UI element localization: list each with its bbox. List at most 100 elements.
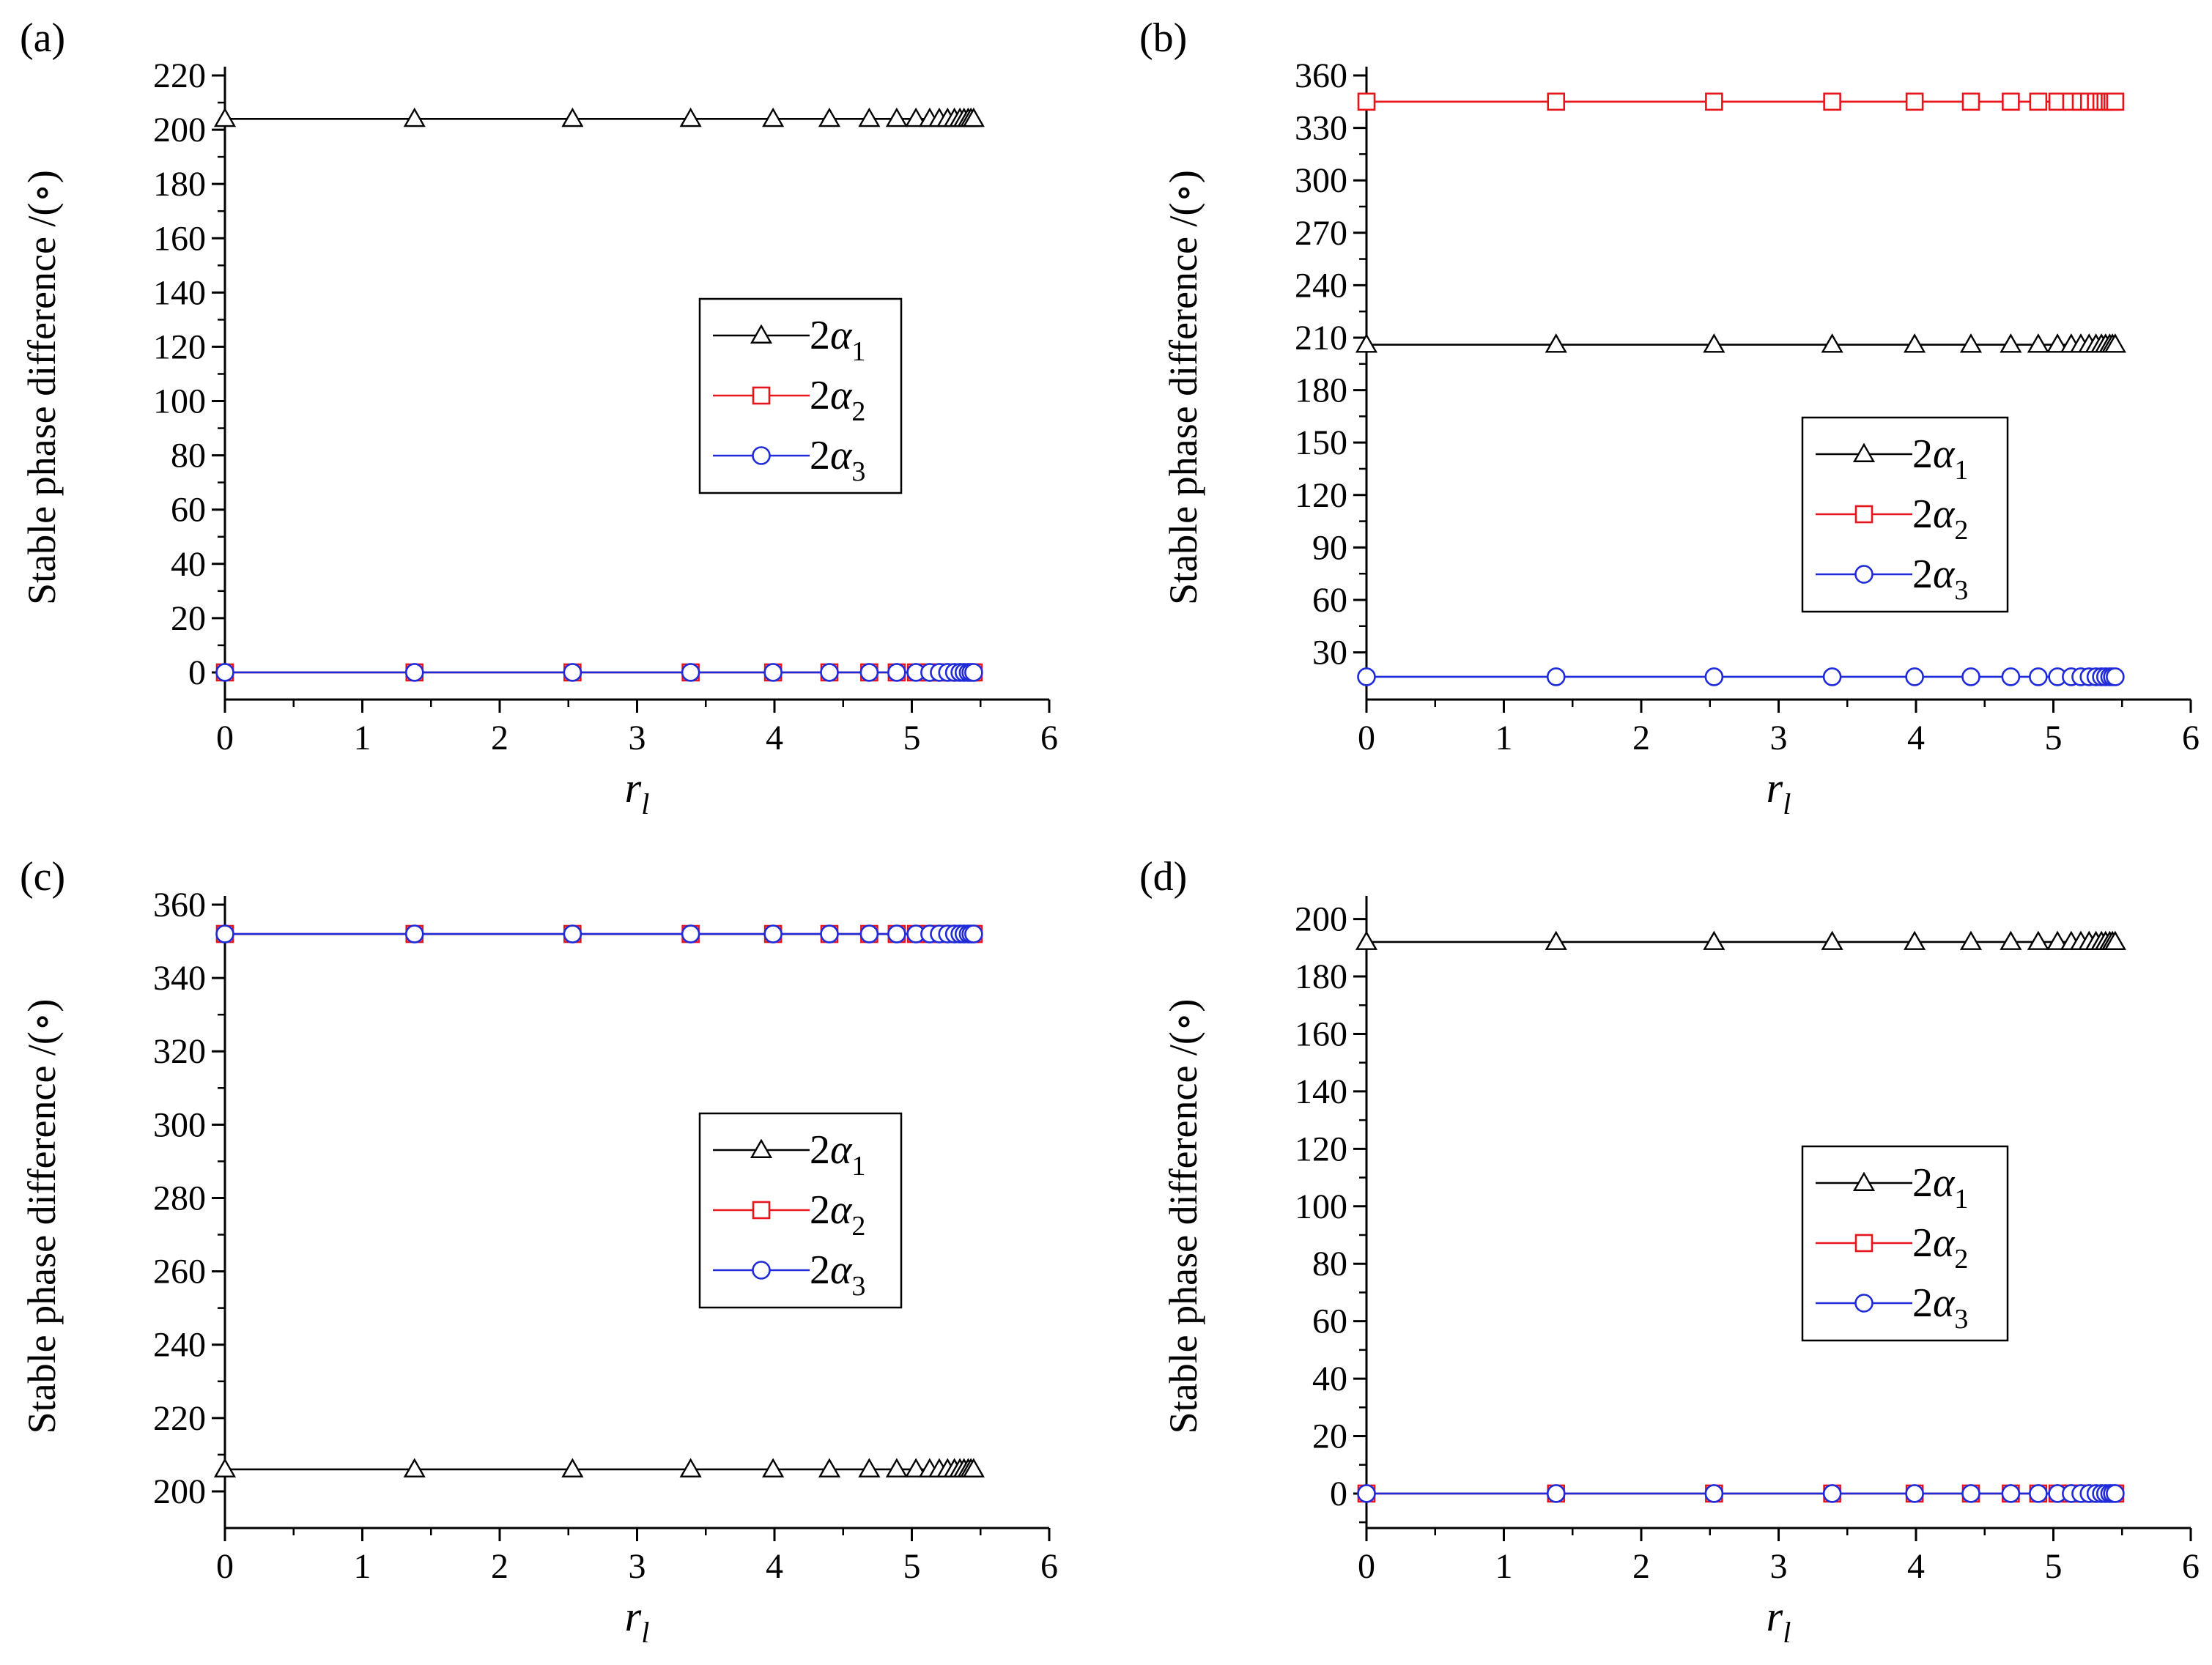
y-tick-label: 0	[188, 653, 206, 692]
series-3-point	[215, 663, 234, 682]
y-tick-label: 300	[153, 1105, 206, 1144]
legend-entry-greek: α	[1933, 1280, 1956, 1326]
series-1-point	[1703, 333, 1725, 353]
legend-swatch-marker	[752, 1201, 771, 1220]
series-1-point	[2000, 333, 2022, 353]
y-tick-label: 120	[1295, 1130, 1347, 1168]
panel-label: (c)	[20, 854, 65, 900]
series-1-point	[818, 107, 841, 127]
series-1-point	[1355, 930, 1378, 950]
y-tick-label: 200	[1295, 900, 1347, 939]
series-1-point	[762, 1458, 785, 1477]
y-axis-title: Stable phase difference /(∘)	[20, 170, 64, 605]
series-1-point	[679, 107, 702, 127]
panel-label: (a)	[20, 15, 65, 61]
series-1-point	[858, 1458, 881, 1477]
series-1-point	[885, 107, 908, 127]
y-tick-label: 260	[153, 1253, 206, 1291]
x-tick-label: 6	[2182, 719, 2200, 757]
x-tick-label: 5	[903, 719, 921, 757]
y-tick-label: 180	[153, 165, 206, 204]
x-tick-label: 0	[216, 1547, 234, 1586]
legend-entry-greek: α	[1933, 552, 1956, 597]
panel-label: (b)	[1139, 15, 1187, 61]
legend-entry-greek: α	[830, 433, 853, 478]
series-3-point	[859, 924, 879, 943]
legend-entry-greek: α	[830, 373, 853, 418]
series-2-point	[1823, 92, 1841, 111]
series-1-point	[2027, 333, 2049, 353]
series-2-point	[2029, 92, 2048, 111]
legend-swatch-marker	[1852, 442, 1876, 462]
x-tick-label: 2	[491, 719, 508, 757]
y-tick-label: 360	[1295, 56, 1347, 95]
series-3-point	[820, 924, 839, 943]
series-3-point	[964, 663, 983, 682]
legend-entry-greek: α	[830, 1247, 853, 1293]
legend-entry-subscript: 3	[851, 1271, 865, 1302]
series-1-point	[885, 1458, 908, 1477]
x-tick-label: 3	[629, 719, 646, 757]
x-tick-label: 0	[1358, 719, 1375, 757]
y-tick-label: 320	[153, 1032, 206, 1071]
x-tick-label: 5	[2045, 1547, 2063, 1586]
x-axis-title-subscript: l	[641, 1616, 649, 1649]
y-tick-label: 360	[153, 886, 206, 924]
legend-entry-subscript: 3	[1954, 1304, 1968, 1335]
y-tick-label: 200	[153, 111, 206, 149]
legend-entry-subscript: 3	[1954, 575, 1968, 606]
series-3-point	[1822, 667, 1842, 686]
y-tick-label: 60	[1312, 581, 1347, 620]
series-2-point	[1961, 92, 1980, 111]
series-3-point	[215, 924, 234, 943]
series-3-point	[1961, 667, 1980, 686]
legend-entry-greek: α	[1933, 492, 1956, 537]
series-3-point	[2106, 1484, 2125, 1503]
x-axis-title-subscript: l	[1783, 1616, 1791, 1649]
legend-entry-subscript: 2	[1954, 1244, 1968, 1275]
legend-entry-subscript: 2	[851, 1211, 865, 1242]
legend-entry-subscript: 1	[1954, 1184, 1968, 1215]
legend-entry-subscript: 3	[851, 456, 865, 487]
series-3-point	[964, 924, 983, 943]
series-3-point	[681, 663, 700, 682]
series-3-point	[1546, 667, 1566, 686]
legend-swatch-marker	[752, 386, 771, 405]
series-1-point	[2104, 333, 2126, 353]
series-1-point	[1821, 930, 1843, 950]
legend-entry-greek: α	[830, 1127, 853, 1173]
y-tick-label: 330	[1295, 109, 1347, 148]
x-tick-label: 3	[1770, 1547, 1788, 1586]
series-1-point	[858, 107, 881, 127]
y-tick-label: 60	[171, 491, 206, 530]
series-1-point	[818, 1458, 841, 1477]
series-1-point	[962, 1458, 985, 1477]
y-tick-label: 300	[1295, 161, 1347, 200]
y-tick-label: 40	[1312, 1360, 1347, 1398]
legend-swatch-marker	[1854, 1294, 1873, 1313]
series-3-point	[404, 663, 424, 682]
x-tick-label: 4	[766, 1547, 783, 1586]
series-2-point	[1705, 92, 1723, 111]
legend-swatch-marker	[752, 1261, 771, 1280]
chart-panel-b: (b) 0 1 2 3 4 5 6 30 60 90 120 150 180 210 240 270 300 330…	[1139, 15, 2200, 820]
series-3-point	[887, 663, 906, 682]
series-1-point	[561, 107, 584, 127]
y-tick-label: 150	[1295, 423, 1347, 462]
series-3-point	[1822, 1484, 1842, 1503]
series-3-point	[1704, 1484, 1724, 1503]
y-tick-label: 20	[171, 599, 206, 638]
series-2-point	[1547, 92, 1566, 111]
series-1-point	[561, 1458, 584, 1477]
series-3-point	[2001, 1484, 2021, 1503]
legend-entry-label: 2α2	[810, 1187, 865, 1242]
legend-entry-subscript: 2	[851, 396, 865, 427]
legend-entry-greek: α	[1933, 431, 1956, 477]
series-3-point	[820, 663, 839, 682]
series-1-point	[403, 107, 426, 127]
x-tick-label: 4	[1907, 1547, 1925, 1586]
y-tick-label: 240	[1295, 266, 1347, 305]
